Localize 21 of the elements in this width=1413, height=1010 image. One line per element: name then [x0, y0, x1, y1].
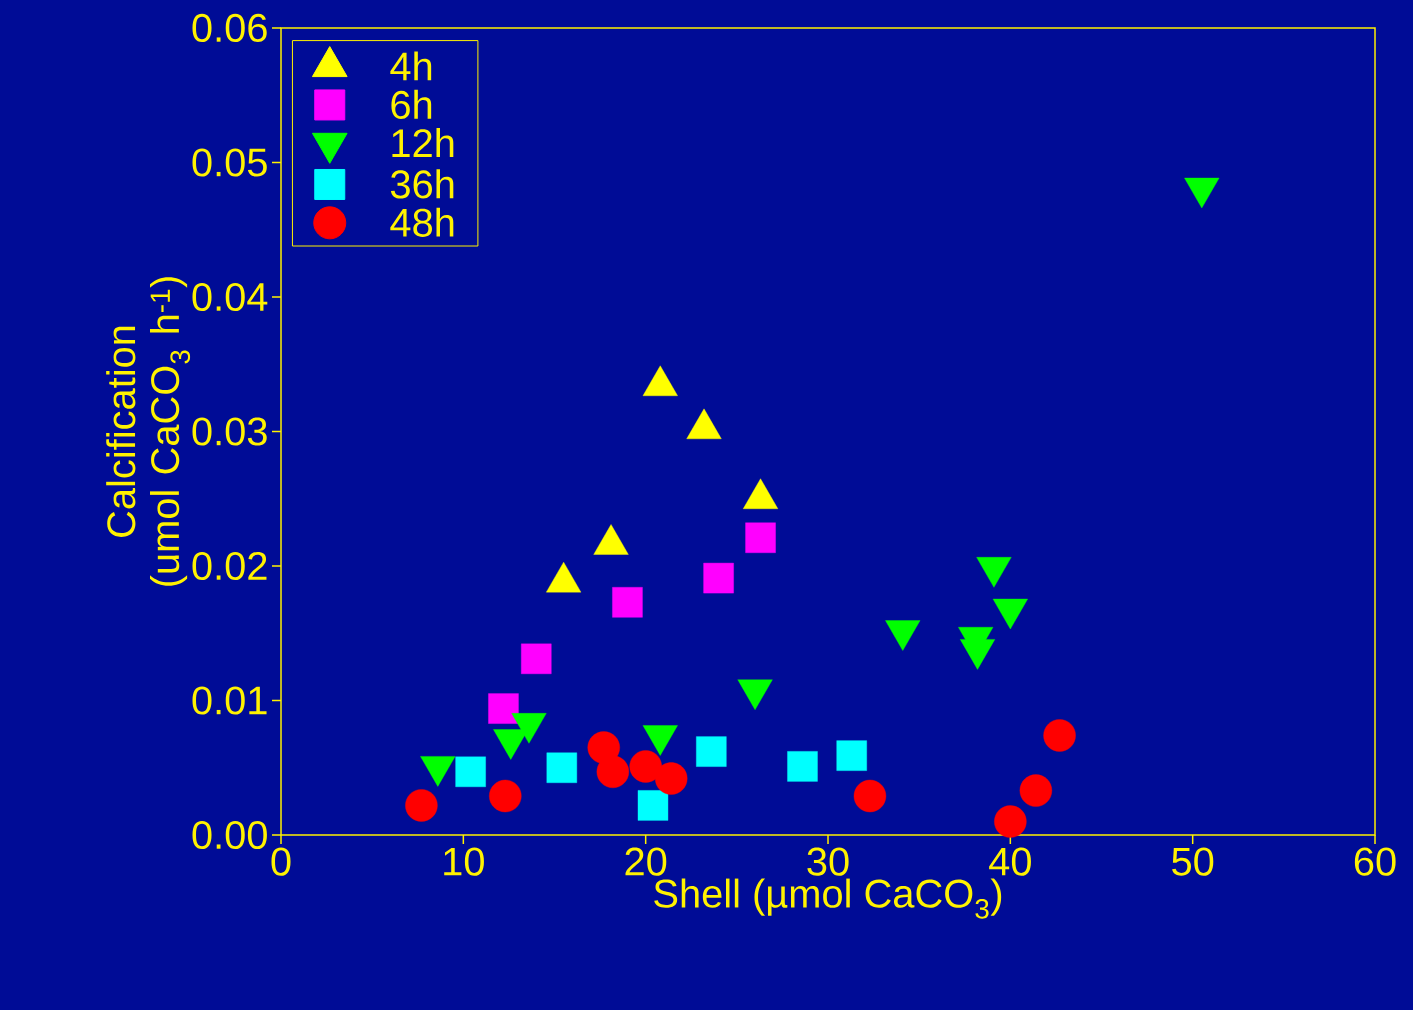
x-tick-label: 10	[444, 847, 484, 876]
x-axis-title: Shell (µmol CaCO$_{3}$)	[654, 878, 1002, 919]
y-tick-label: 0.01	[192, 686, 267, 715]
y-tick-label: 0.04	[192, 282, 268, 312]
legend-label: 6h	[391, 89, 432, 120]
x-tick-label: 40	[989, 847, 1031, 876]
x-tick-label: 50	[1172, 847, 1214, 876]
legend-label: 36h	[390, 169, 454, 199]
x-tick-label: 60	[1354, 847, 1396, 876]
legend-label: 48h	[390, 207, 454, 237]
y-tick-label: 0.00	[192, 820, 267, 850]
x-tick-label: 20	[625, 847, 667, 876]
x-tick-label: 0	[271, 847, 291, 876]
x-tick-label: 30	[807, 847, 849, 876]
y-tick-label: 0.05	[192, 148, 267, 177]
legend-label: 4h	[390, 51, 432, 81]
y-tick-label: 0.06	[192, 13, 267, 43]
legend-label: 12h	[392, 128, 454, 157]
y-tick-label: 0.03	[192, 417, 267, 446]
y-tick-label: 0.02	[192, 551, 267, 581]
y-axis-title: Calcification (umol CaCO$_{3}$ h$^{-1}$)	[106, 277, 191, 586]
